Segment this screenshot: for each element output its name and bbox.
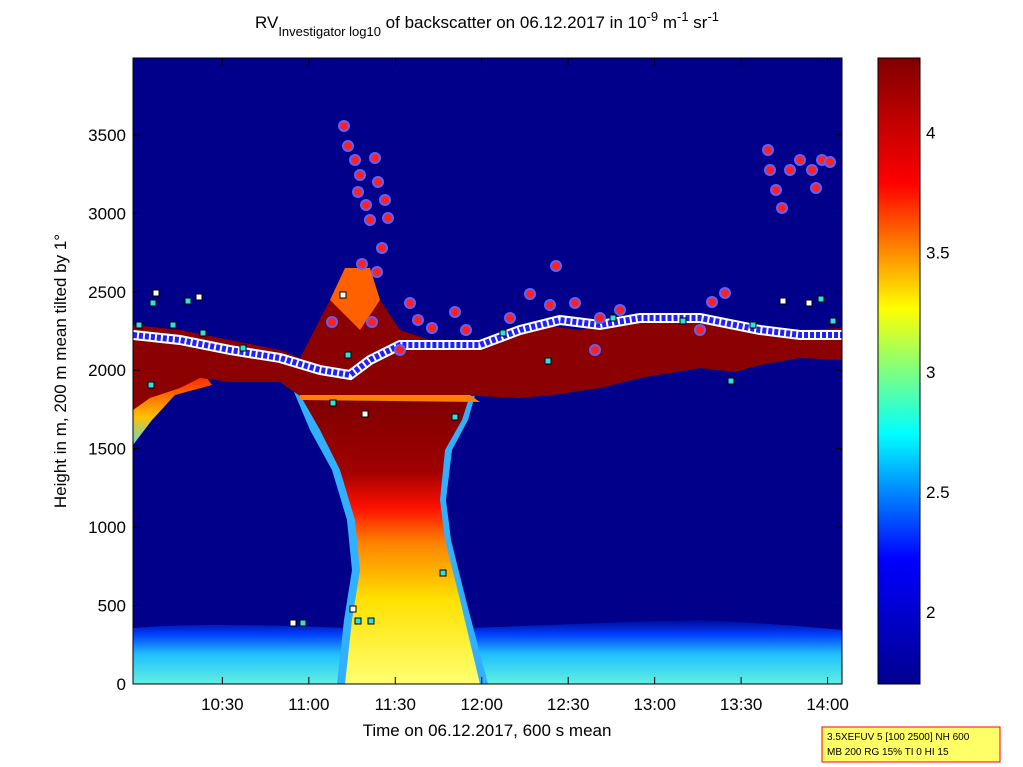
- annotation-box: [821, 726, 1001, 763]
- y-axis-label: Height in m, 200 m mean tilted by 1°: [51, 234, 70, 508]
- y-tick-label: 2000: [88, 361, 126, 380]
- title-part: of backscatter on 06.12.2017 in 10: [381, 13, 647, 32]
- title-part: RV: [255, 13, 279, 32]
- x-tick-label: 11:30: [375, 695, 416, 714]
- annotation: 3.5XEFUV 5 [100 2500] NH 600: [827, 732, 970, 743]
- y-tick-label: 2500: [88, 283, 126, 302]
- y-tick-label: 500: [98, 597, 126, 616]
- colorbar-tick-label: 2.5: [926, 483, 950, 502]
- y-tick-label: 3000: [88, 204, 126, 223]
- x-tick-label: 13:00: [633, 695, 676, 714]
- x-tick-label: 14:00: [806, 695, 849, 714]
- y-tick-label: 0: [117, 675, 126, 694]
- title-part: -1: [677, 9, 689, 24]
- chart-title: RVInvestigator log10 of backscatter on 0…: [255, 9, 719, 39]
- annotation: MB 200 RG 15% TI 0 HI 15: [827, 747, 949, 758]
- x-tick-label: 10:30: [201, 695, 244, 714]
- title-part: Investigator log: [278, 24, 366, 39]
- x-tick-label: 13:30: [720, 695, 763, 714]
- y-tick-label: 1000: [88, 518, 126, 537]
- title-part: m: [658, 13, 677, 32]
- colorbar: [877, 57, 921, 685]
- title-part: -9: [647, 9, 659, 24]
- title-part: 10: [366, 24, 380, 39]
- colorbar-tick-label: 3.5: [926, 243, 950, 262]
- colorbar-tick-label: 3: [926, 363, 935, 382]
- plot-frame: [132, 57, 843, 685]
- colorbar-tick-label: 2: [926, 603, 935, 622]
- title-part: -1: [707, 9, 719, 24]
- x-tick-label: 12:00: [460, 695, 503, 714]
- y-tick-label: 3500: [88, 126, 126, 145]
- colorbar-tick-label: 4: [926, 123, 935, 142]
- heatmap: [133, 58, 842, 684]
- y-tick-label: 1500: [88, 440, 126, 459]
- x-tick-label: 12:30: [547, 695, 590, 714]
- title-part: sr: [689, 13, 708, 32]
- x-tick-label: 11:00: [288, 695, 329, 714]
- axes: 10:30 11:00 11:30 12:00 12:30 13:00 13:30 14:00…: [88, 57, 950, 714]
- x-axis-label: Time on 06.12.2017, 600 s mean: [363, 721, 612, 740]
